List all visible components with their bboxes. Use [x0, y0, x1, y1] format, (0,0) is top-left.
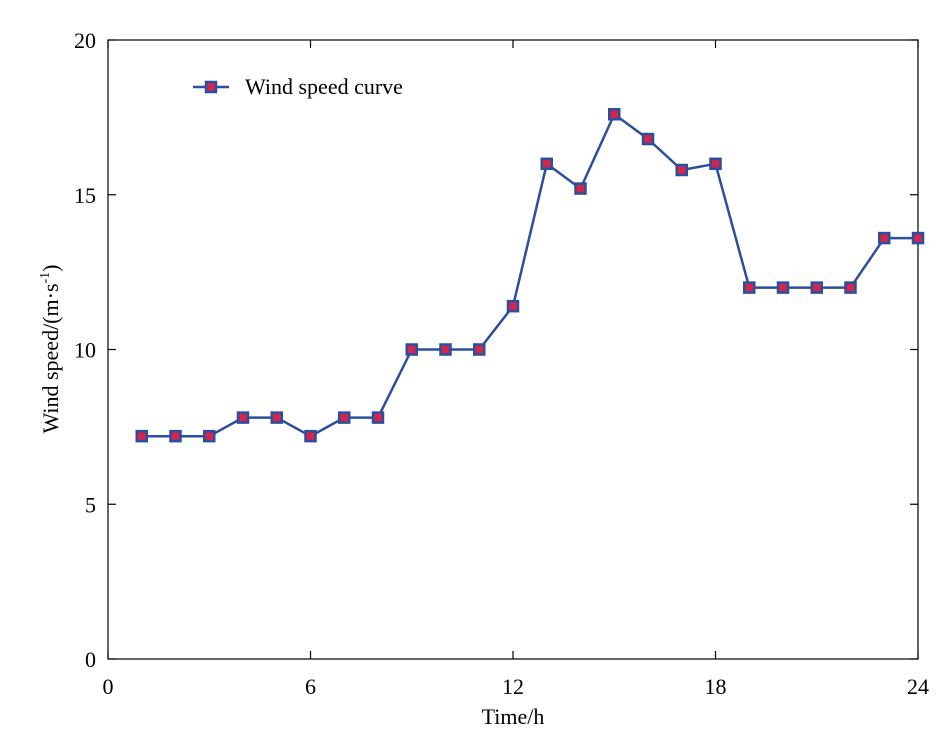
- data-point-marker: [641, 132, 655, 146]
- legend: Wind speed curve: [193, 74, 403, 99]
- legend-marker: [204, 80, 218, 94]
- data-point-marker: [844, 281, 857, 294]
- data-point-marker: [135, 429, 148, 443]
- y-tick-label: 15: [74, 183, 96, 208]
- data-point-marker: [675, 163, 688, 177]
- data-point-marker: [439, 343, 452, 356]
- data-point-marker: [405, 343, 418, 356]
- data-point-marker: [878, 231, 891, 245]
- data-point-marker: [776, 281, 790, 294]
- data-point-marker: [911, 231, 925, 245]
- y-axis-title: Wind speed/(m·s-1): [38, 264, 63, 433]
- data-point-marker: [540, 157, 553, 171]
- x-tick-label: 18: [705, 674, 727, 699]
- x-tick-label: 6: [305, 674, 316, 699]
- data-point-marker: [236, 411, 250, 424]
- data-point-marker: [743, 281, 756, 294]
- axis-tick-labels: 0 6 12 18 24 0 5 10 15 20: [74, 28, 929, 699]
- data-point-marker: [608, 108, 621, 121]
- data-point-marker: [169, 429, 182, 443]
- data-point-marker: [506, 299, 520, 313]
- series-group: [135, 108, 925, 443]
- data-point-marker: [304, 429, 317, 443]
- y-tick-label: 0: [85, 647, 96, 672]
- y-tick-label: 5: [85, 492, 96, 517]
- data-point-marker: [709, 157, 722, 171]
- x-tick-label: 24: [907, 674, 929, 699]
- y-axis-title-end: ): [38, 264, 63, 271]
- data-point-marker: [473, 343, 486, 356]
- x-tick-label: 0: [103, 674, 114, 699]
- legend-label: Wind speed curve: [245, 74, 403, 99]
- series-line: [141, 113, 918, 438]
- data-point-marker: [203, 429, 216, 443]
- x-tick-label: 12: [502, 674, 524, 699]
- data-point-marker: [338, 411, 351, 424]
- y-axis-title-superscript: -1: [38, 272, 53, 284]
- data-point-marker: [574, 182, 587, 195]
- y-tick-label: 20: [74, 28, 96, 53]
- data-point-marker: [371, 411, 385, 424]
- data-point-marker: [810, 281, 823, 294]
- axis-ticks: [107, 39, 919, 660]
- y-tick-label: 10: [74, 338, 96, 363]
- data-point-marker: [270, 411, 283, 424]
- plot-area-frame: [107, 39, 919, 660]
- y-axis-title-main: Wind speed/(m·s: [38, 283, 63, 433]
- x-axis-title: Time/h: [482, 704, 545, 729]
